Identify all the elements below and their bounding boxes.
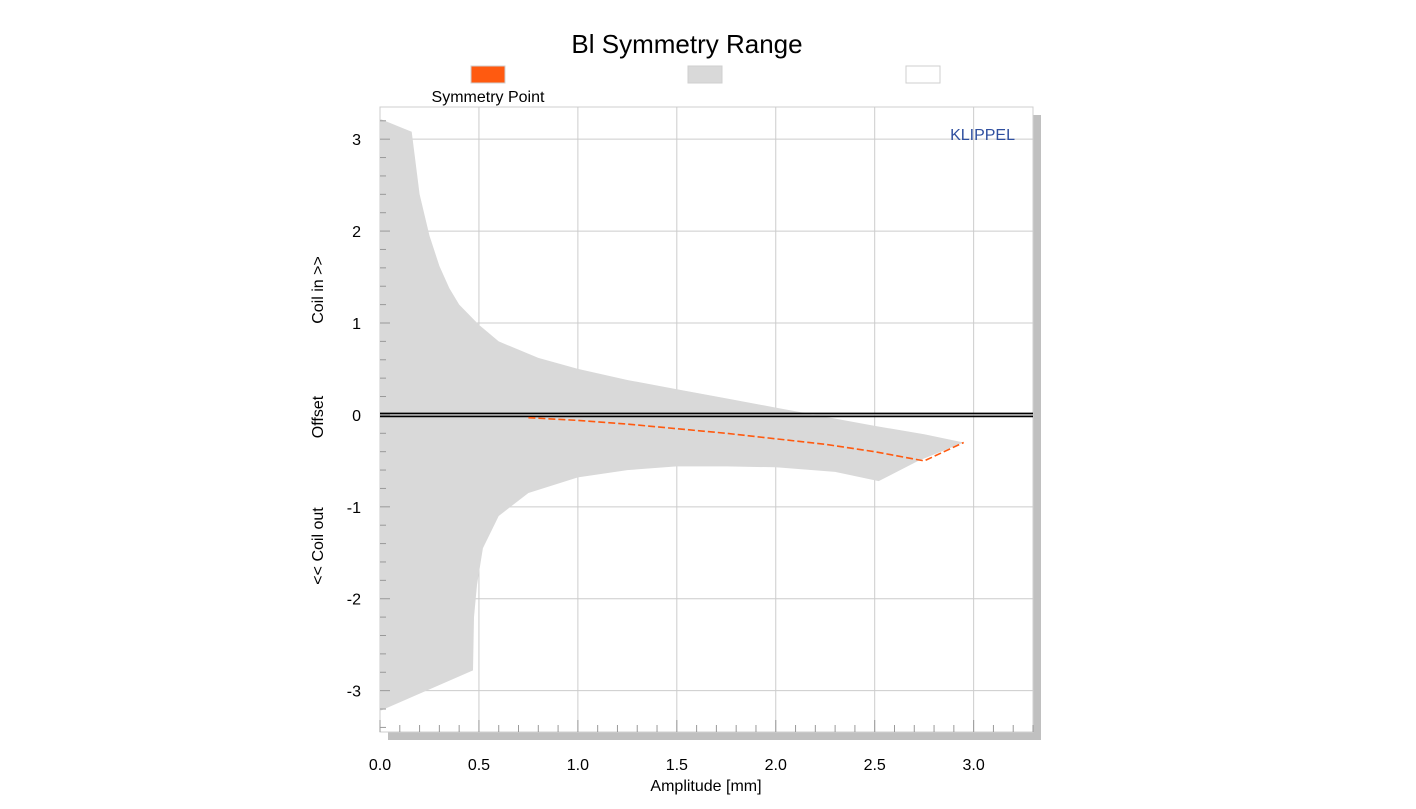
y-axis-label-offset: Offset [310, 395, 327, 438]
legend-swatch-2 [905, 65, 941, 84]
y-tick-label-4: -1 [347, 500, 361, 517]
legend-swatch-1 [687, 65, 723, 84]
x-tick-label-1: 0.5 [468, 757, 490, 774]
x-tick-label-4: 2.0 [765, 757, 787, 774]
plot-shadow-bottom [388, 732, 1041, 740]
x-axis-tick-labels: 0.0 0.5 1.0 1.5 2.0 2.5 3.0 [369, 757, 985, 774]
watermark-logo: KLIPPEL [950, 127, 1015, 144]
y-axis-label-coil-out: << Coil out [310, 507, 327, 585]
y-axis-ticks [380, 120, 390, 728]
y-tick-label-6: -3 [347, 684, 361, 701]
symmetry-point-line [528, 416, 965, 462]
legend: Symmetry Point [432, 65, 941, 106]
y-tick-label-0: 3 [352, 132, 361, 149]
legend-swatch-0 [470, 65, 506, 84]
chart-title: Bl Symmetry Range [571, 29, 802, 59]
y-tick-label-1: 2 [352, 224, 361, 241]
y-tick-label-3: 0 [352, 408, 361, 425]
x-tick-label-2: 1.0 [567, 757, 589, 774]
plot-shadow [1033, 115, 1041, 740]
y-tick-label-2: 1 [352, 316, 361, 333]
y-axis-label-coil-in: Coil in >> [310, 256, 327, 324]
legend-label-0: Symmetry Point [432, 89, 545, 106]
x-tick-label-5: 2.5 [864, 757, 886, 774]
y-axis-tick-labels: 3 2 1 0 -1 -2 -3 [347, 132, 361, 700]
x-tick-label-3: 1.5 [666, 757, 688, 774]
y-tick-label-5: -2 [347, 592, 361, 609]
x-tick-label-6: 3.0 [963, 757, 985, 774]
x-tick-label-0: 0.0 [369, 757, 391, 774]
zero-offset-line [380, 412, 1033, 418]
x-axis-label: Amplitude [mm] [650, 778, 761, 795]
symmetry-range-area [380, 118, 964, 711]
x-axis-ticks [379, 720, 1034, 732]
